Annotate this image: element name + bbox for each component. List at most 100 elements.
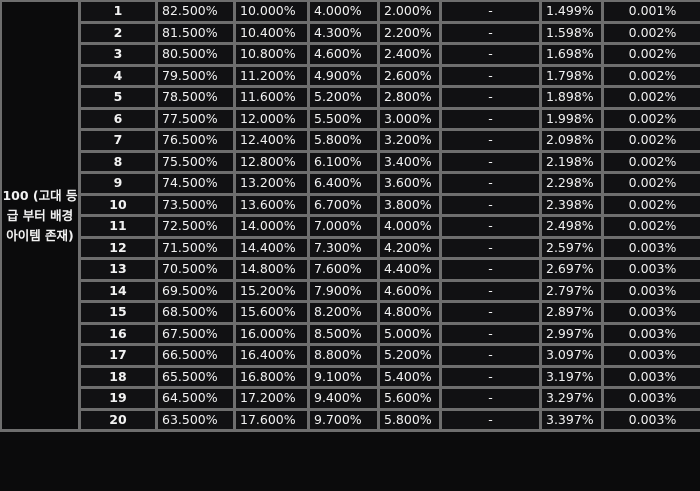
cell-col-1: 64.500%	[155, 386, 236, 411]
cell-col-6: 1.998%	[539, 106, 604, 131]
cell-col-4: 5.800%	[377, 407, 442, 432]
cell-col-2: 14.000%	[233, 214, 310, 239]
cell-col-2: 10.400%	[233, 20, 310, 45]
cell-col-5: -	[439, 364, 542, 389]
cell-col-2: 17.600%	[233, 407, 310, 432]
table-row: 2 81.500% 10.400% 4.300% 2.200% -1.598% 0.002%	[1, 20, 700, 45]
cell-col-7: 0.003%	[601, 321, 700, 346]
cell-col-5: -	[439, 149, 542, 174]
cell-col-5: -	[439, 321, 542, 346]
cell-col-7: 0.003%	[601, 343, 700, 368]
cell-level: 15	[78, 300, 158, 325]
probability-table: 100 (고대 등급 부터 배경 아이템 존재) 1 82.500% 10.000% 4…	[0, 0, 700, 432]
cell-col-6: 2.498%	[539, 214, 604, 239]
table-row: 19 64.500% 17.200% 9.400% 5.600% -3.297% 0.003…	[1, 386, 700, 411]
table-row: 3 80.500% 10.800% 4.600% 2.400% -1.698% 0.002%	[1, 42, 700, 67]
cell-col-2: 16.000%	[233, 321, 310, 346]
cell-col-6: 3.097%	[539, 343, 604, 368]
cell-col-4: 2.800%	[377, 85, 442, 110]
cell-level: 18	[78, 364, 158, 389]
cell-col-6: 2.398%	[539, 192, 604, 217]
cell-col-7: 0.002%	[601, 20, 700, 45]
cell-col-2: 12.000%	[233, 106, 310, 131]
table-row: 10 73.500% 13.600% 6.700% 3.800% -2.398% 0.002…	[1, 192, 700, 217]
cell-col-2: 11.600%	[233, 85, 310, 110]
cell-col-3: 8.500%	[307, 321, 380, 346]
cell-col-4: 3.600%	[377, 171, 442, 196]
cell-level: 11	[78, 214, 158, 239]
table-row: 100 (고대 등급 부터 배경 아이템 존재) 1 82.500% 10.000% 4…	[0, 0, 700, 432]
cell-col-7: 0.003%	[601, 364, 700, 389]
cell-level: 3	[78, 42, 158, 67]
cell-col-5: -	[439, 300, 542, 325]
cell-col-5: -	[439, 63, 542, 88]
cell-col-5: -	[439, 343, 542, 368]
cell-col-6: 3.397%	[539, 407, 604, 432]
cell-col-6: 2.298%	[539, 171, 604, 196]
cell-level: 19	[78, 386, 158, 411]
cell-col-2: 15.600%	[233, 300, 310, 325]
cell-col-3: 5.500%	[307, 106, 380, 131]
cell-col-4: 5.400%	[377, 364, 442, 389]
cell-level: 7	[78, 128, 158, 153]
cell-col-5: -	[439, 128, 542, 153]
cell-col-6: 2.997%	[539, 321, 604, 346]
table-body: 100 (고대 등급 부터 배경 아이템 존재) 1 82.500% 10.000% 4…	[0, 0, 700, 432]
cell-col-1: 67.500%	[155, 321, 236, 346]
cell-col-5: -	[439, 42, 542, 67]
cell-col-7: 0.002%	[601, 106, 700, 131]
cell-col-5: -	[439, 20, 542, 45]
cell-col-1: 75.500%	[155, 149, 236, 174]
cell-col-3: 7.600%	[307, 257, 380, 282]
cell-col-1: 81.500%	[155, 20, 236, 45]
cell-col-2: 10.000%	[233, 0, 310, 24]
cell-col-5: -	[439, 171, 542, 196]
cell-col-6: 2.597%	[539, 235, 604, 260]
cell-col-3: 4.000%	[307, 0, 380, 24]
cell-col-4: 4.400%	[377, 257, 442, 282]
cell-col-3: 9.100%	[307, 364, 380, 389]
cell-col-3: 7.900%	[307, 278, 380, 303]
cell-col-5: -	[439, 407, 542, 432]
cell-col-1: 63.500%	[155, 407, 236, 432]
cell-col-4: 5.000%	[377, 321, 442, 346]
table-row: 5 78.500% 11.600% 5.200% 2.800% -1.898% 0.002%	[1, 85, 700, 110]
cell-col-7: 0.002%	[601, 63, 700, 88]
table-row: 17 66.500% 16.400% 8.800% 5.200% -3.097% 0.003…	[1, 343, 700, 368]
cell-level: 5	[78, 85, 158, 110]
cell-level: 8	[78, 149, 158, 174]
cell-col-1: 69.500%	[155, 278, 236, 303]
cell-col-6: 3.297%	[539, 386, 604, 411]
cell-col-6: 2.098%	[539, 128, 604, 153]
cell-col-1: 78.500%	[155, 85, 236, 110]
cell-col-6: 3.197%	[539, 364, 604, 389]
cell-col-7: 0.002%	[601, 128, 700, 153]
cell-col-1: 82.500%	[155, 0, 236, 24]
cell-col-5: -	[439, 85, 542, 110]
cell-col-4: 5.200%	[377, 343, 442, 368]
table-row: 14 69.500% 15.200% 7.900% 4.600% -2.797% 0.003…	[1, 278, 700, 303]
cell-col-2: 14.800%	[233, 257, 310, 282]
cell-col-4: 5.600%	[377, 386, 442, 411]
cell-col-3: 7.000%	[307, 214, 380, 239]
cell-col-4: 3.200%	[377, 128, 442, 153]
cell-col-7: 0.003%	[601, 257, 700, 282]
cell-col-5: -	[439, 0, 542, 24]
cell-level: 16	[78, 321, 158, 346]
cell-col-2: 11.200%	[233, 63, 310, 88]
cell-col-2: 16.400%	[233, 343, 310, 368]
cell-col-3: 4.900%	[307, 63, 380, 88]
cell-col-4: 2.000%	[377, 0, 442, 24]
cell-col-6: 2.697%	[539, 257, 604, 282]
cell-col-1: 77.500%	[155, 106, 236, 131]
cell-col-2: 10.800%	[233, 42, 310, 67]
cell-col-1: 68.500%	[155, 300, 236, 325]
cell-col-4: 4.600%	[377, 278, 442, 303]
cell-col-6: 2.897%	[539, 300, 604, 325]
cell-col-3: 9.700%	[307, 407, 380, 432]
cell-col-2: 12.800%	[233, 149, 310, 174]
cell-col-4: 2.200%	[377, 20, 442, 45]
cell-col-7: 0.001%	[601, 0, 700, 24]
cell-col-1: 66.500%	[155, 343, 236, 368]
cell-col-3: 7.300%	[307, 235, 380, 260]
